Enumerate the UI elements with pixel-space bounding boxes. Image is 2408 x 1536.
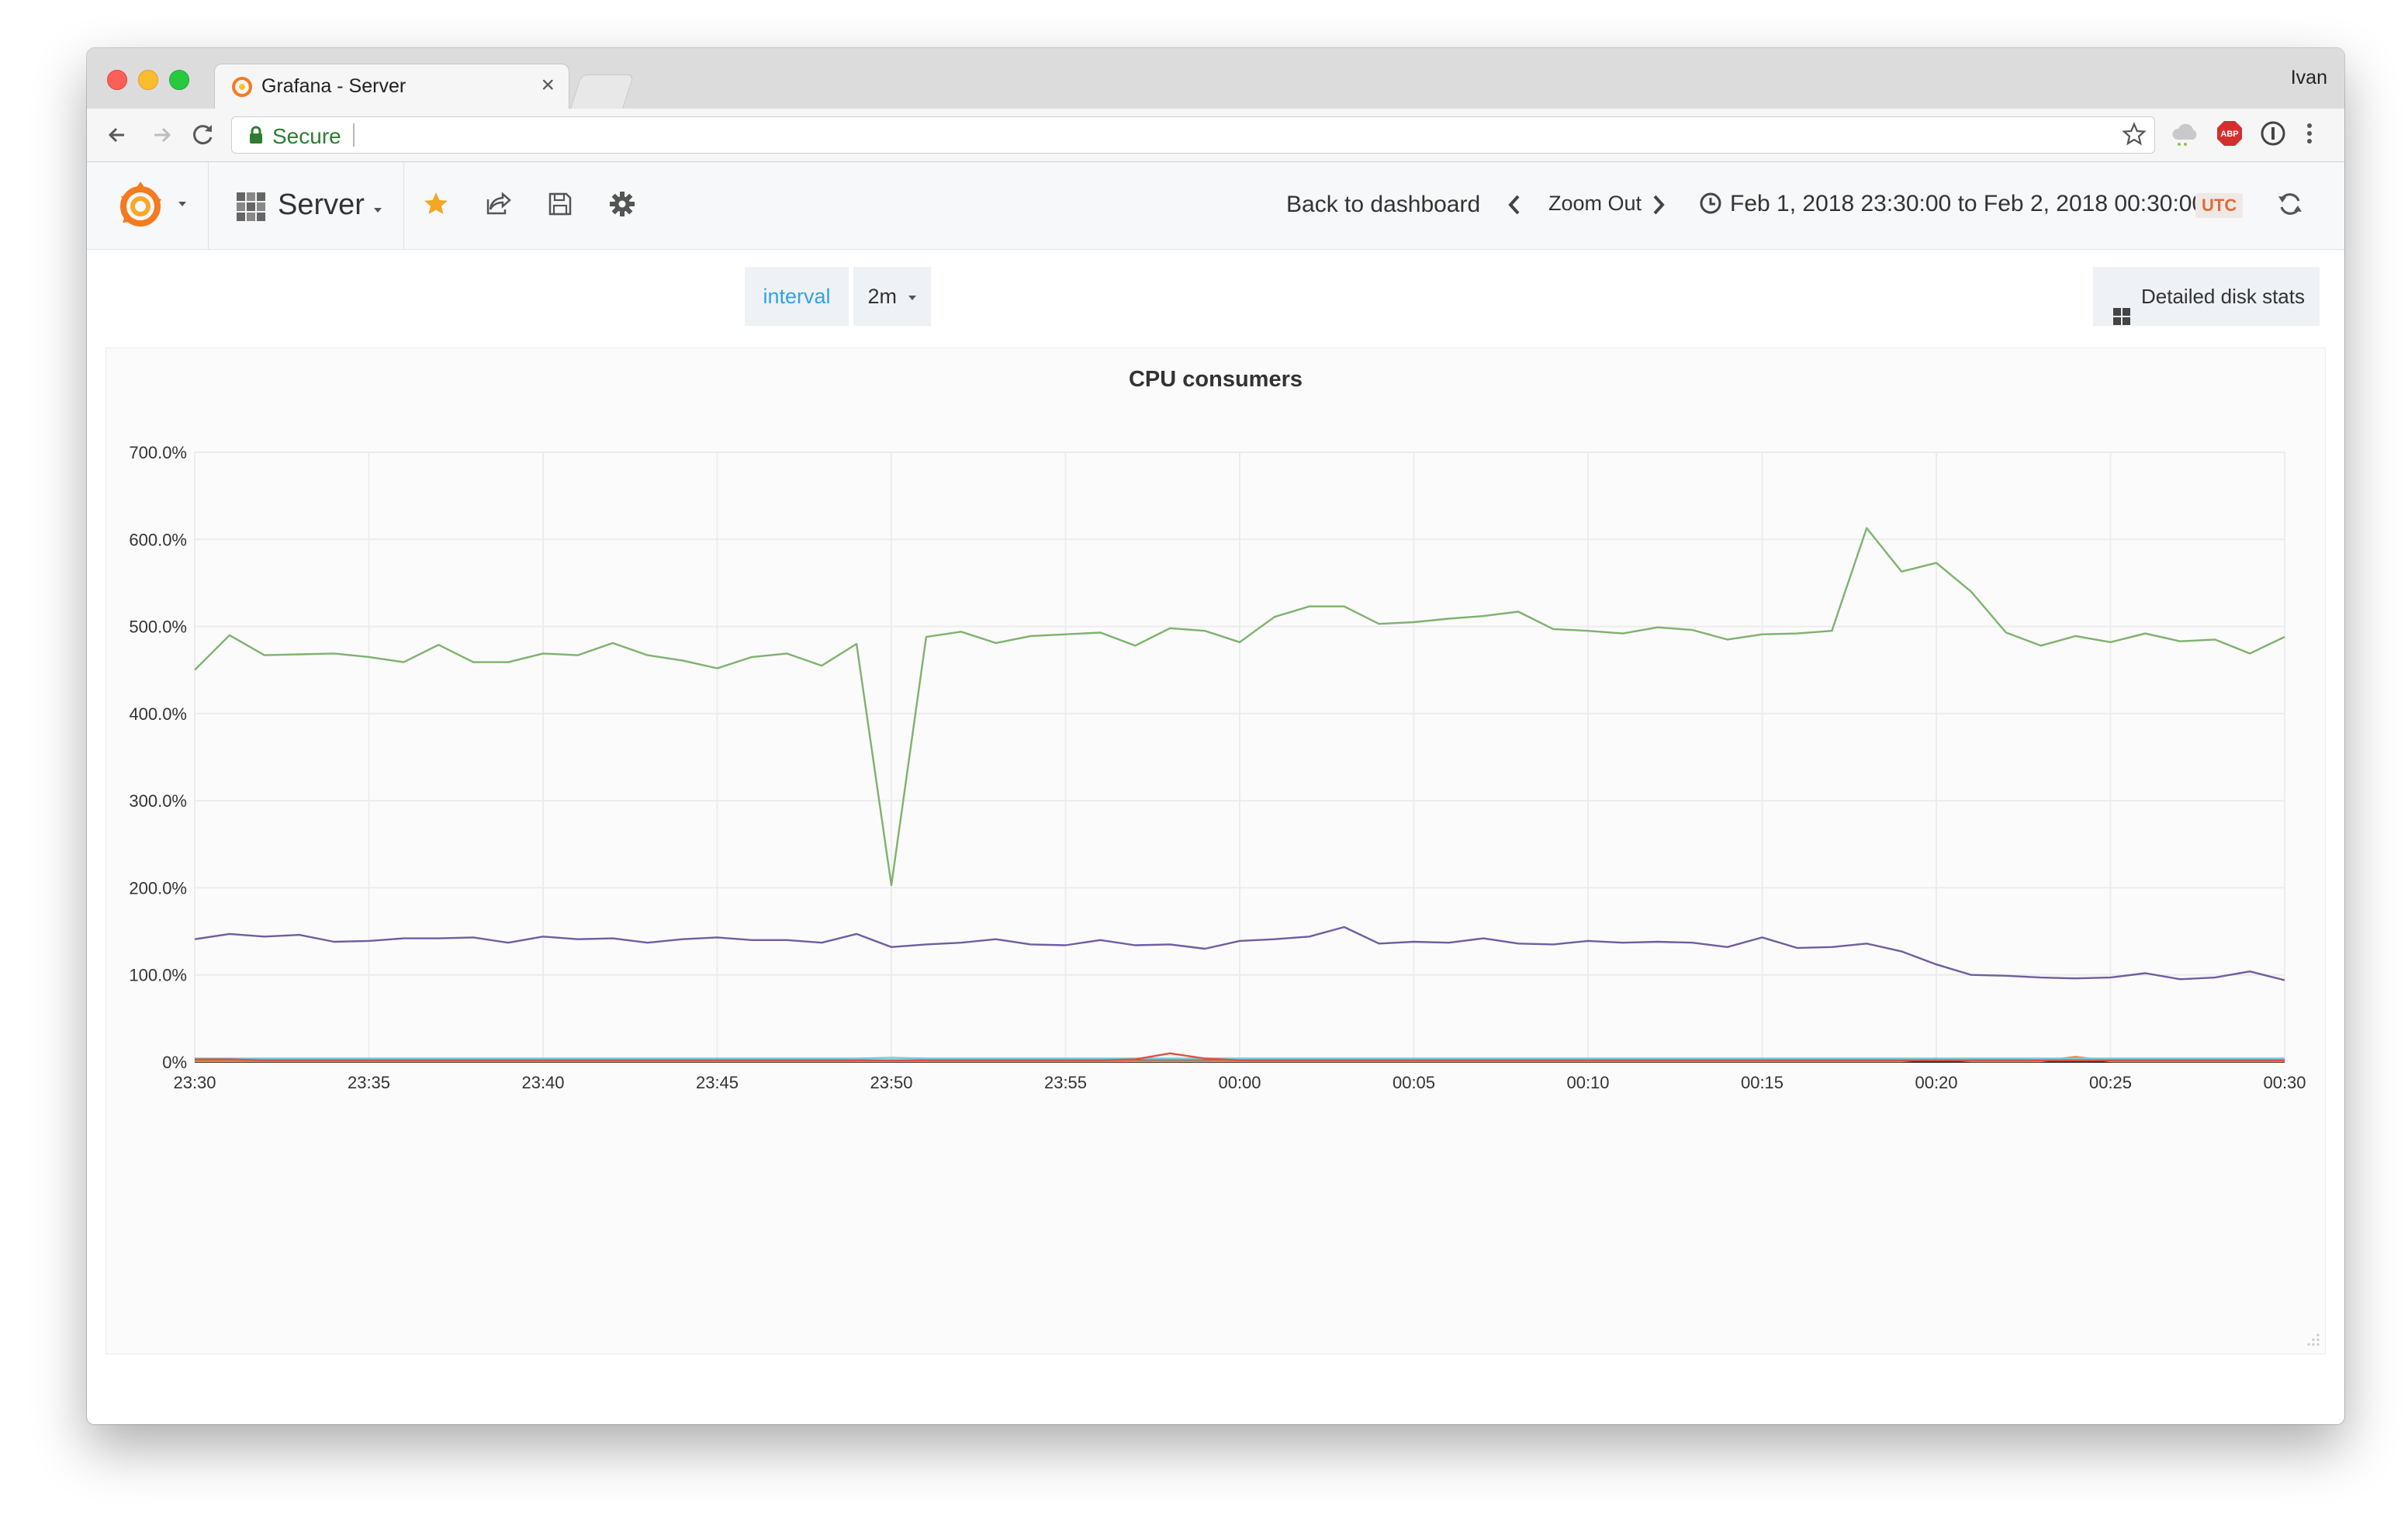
y-tick-label: 500.0% — [129, 618, 187, 637]
browser-tab[interactable]: Grafana - Server × — [214, 64, 569, 109]
interval-variable-label: interval — [745, 267, 849, 326]
new-tab-button[interactable] — [569, 74, 635, 109]
forward-arrow-icon[interactable] — [144, 118, 178, 152]
x-tick-label: 00:05 — [1393, 1073, 1435, 1092]
x-tick-label: 00:25 — [2089, 1073, 2132, 1092]
share-icon[interactable] — [484, 190, 512, 222]
window-minimize-button[interactable] — [138, 70, 158, 90]
series-line-3[interactable] — [195, 1057, 2285, 1060]
secure-label: Secure — [272, 124, 341, 148]
dashboard-title-caret-icon — [372, 204, 383, 218]
panel-title[interactable]: CPU consumers — [1128, 367, 1303, 392]
cpu-consumers-panel: CPU consumers 0% 100.0% 200.0% 300.0% 400.0%… — [106, 348, 2326, 1354]
back-arrow-icon[interactable] — [101, 118, 135, 152]
y-tick-label: 100.0% — [129, 966, 187, 985]
x-tick-label: 00:00 — [1218, 1073, 1261, 1092]
time-range-picker[interactable]: Feb 1, 2018 23:30:00 to Feb 2, 2018 00:3… — [1730, 191, 2206, 216]
browser-menu-icon[interactable] — [2304, 119, 2315, 151]
cpu-consumers-chart[interactable]: 0% 100.0% 200.0% 300.0% 400.0% 500.0% 600.0% 70… — [106, 348, 2325, 1354]
save-icon[interactable] — [546, 190, 574, 222]
settings-gear-icon[interactable] — [608, 190, 636, 222]
x-tick-label: 00:10 — [1566, 1073, 1609, 1092]
back-to-dashboard-link[interactable]: Back to dashboard — [1286, 192, 1481, 217]
dashboard-link-icon — [2113, 289, 2130, 348]
browser-profile-name[interactable]: Ivan — [2290, 67, 2327, 88]
series-line-0[interactable] — [194, 527, 2285, 887]
reload-icon[interactable] — [186, 118, 220, 152]
clock-icon — [1699, 192, 1722, 219]
y-tick-label: 600.0% — [129, 530, 187, 549]
address-divider — [353, 123, 355, 147]
x-tick-label: 00:30 — [2263, 1073, 2306, 1092]
star-icon[interactable] — [422, 190, 450, 222]
detailed-disk-stats-link[interactable]: Detailed disk stats — [2093, 267, 2320, 326]
dashboard-grid-icon — [236, 192, 267, 227]
zoom-out-button[interactable]: Zoom Out — [1548, 192, 1642, 215]
refresh-icon[interactable] — [2276, 190, 2304, 222]
browser-toolbar: Secure ABP — [87, 109, 2344, 162]
x-tick-label: 00:20 — [1915, 1073, 1957, 1092]
x-tick-label: 23:45 — [696, 1073, 739, 1092]
x-tick-label: 23:35 — [348, 1073, 390, 1092]
y-tick-label: 400.0% — [129, 704, 187, 724]
time-shift-forward-icon[interactable] — [1651, 193, 1666, 220]
grafana-favicon-icon — [230, 75, 254, 102]
y-tick-label: 300.0% — [129, 791, 187, 811]
x-tick-label: 00:15 — [1741, 1073, 1784, 1092]
cloud-extension-icon[interactable] — [2171, 119, 2200, 151]
grafana-logo-icon — [115, 179, 166, 234]
x-tick-label: 23:55 — [1044, 1073, 1087, 1092]
x-tick-label: 23:50 — [870, 1073, 912, 1092]
dashboard-title: Server — [278, 189, 365, 221]
interval-caret-icon — [908, 295, 917, 301]
interval-variable-value: 2m — [867, 285, 897, 308]
panel-resize-handle[interactable] — [2306, 1333, 2320, 1351]
detailed-disk-stats-label: Detailed disk stats — [2141, 285, 2305, 308]
lock-icon — [247, 125, 265, 149]
time-shift-back-icon[interactable] — [1507, 193, 1522, 220]
browser-tab-title: Grafana - Server — [261, 75, 407, 97]
timezone-badge: UTC — [2195, 193, 2244, 218]
grafana-menu-button[interactable] — [87, 162, 209, 249]
browser-window: Grafana - Server × Ivan Secure — [87, 48, 2344, 1424]
y-tick-label: 200.0% — [129, 878, 187, 898]
tab-close-icon[interactable]: × — [541, 72, 555, 98]
x-tick-label: 23:30 — [173, 1073, 216, 1092]
series-line-1[interactable] — [194, 925, 2285, 981]
adblock-icon[interactable]: ABP — [2216, 119, 2244, 151]
window-zoom-button[interactable] — [169, 70, 189, 90]
y-tick-label: 700.0% — [129, 443, 187, 462]
browser-tab-strip: Grafana - Server × Ivan — [87, 48, 2344, 109]
address-bar[interactable]: Secure — [231, 116, 2155, 154]
dashboard-picker[interactable]: Server — [208, 162, 404, 249]
interval-variable-select[interactable]: 2m — [853, 267, 931, 326]
grafana-navbar: Server Back to dashboard Zoom Out Feb 1 — [87, 162, 2344, 250]
series-line-2[interactable] — [195, 1052, 2285, 1061]
svg-text:ABP: ABP — [2220, 130, 2238, 139]
window-close-button[interactable] — [107, 70, 127, 90]
y-tick-label: 0% — [162, 1053, 187, 1072]
password-manager-icon[interactable] — [2259, 119, 2287, 151]
bookmark-star-icon[interactable] — [2122, 122, 2147, 150]
logo-caret-icon — [177, 198, 188, 212]
x-tick-label: 23:40 — [521, 1073, 564, 1092]
